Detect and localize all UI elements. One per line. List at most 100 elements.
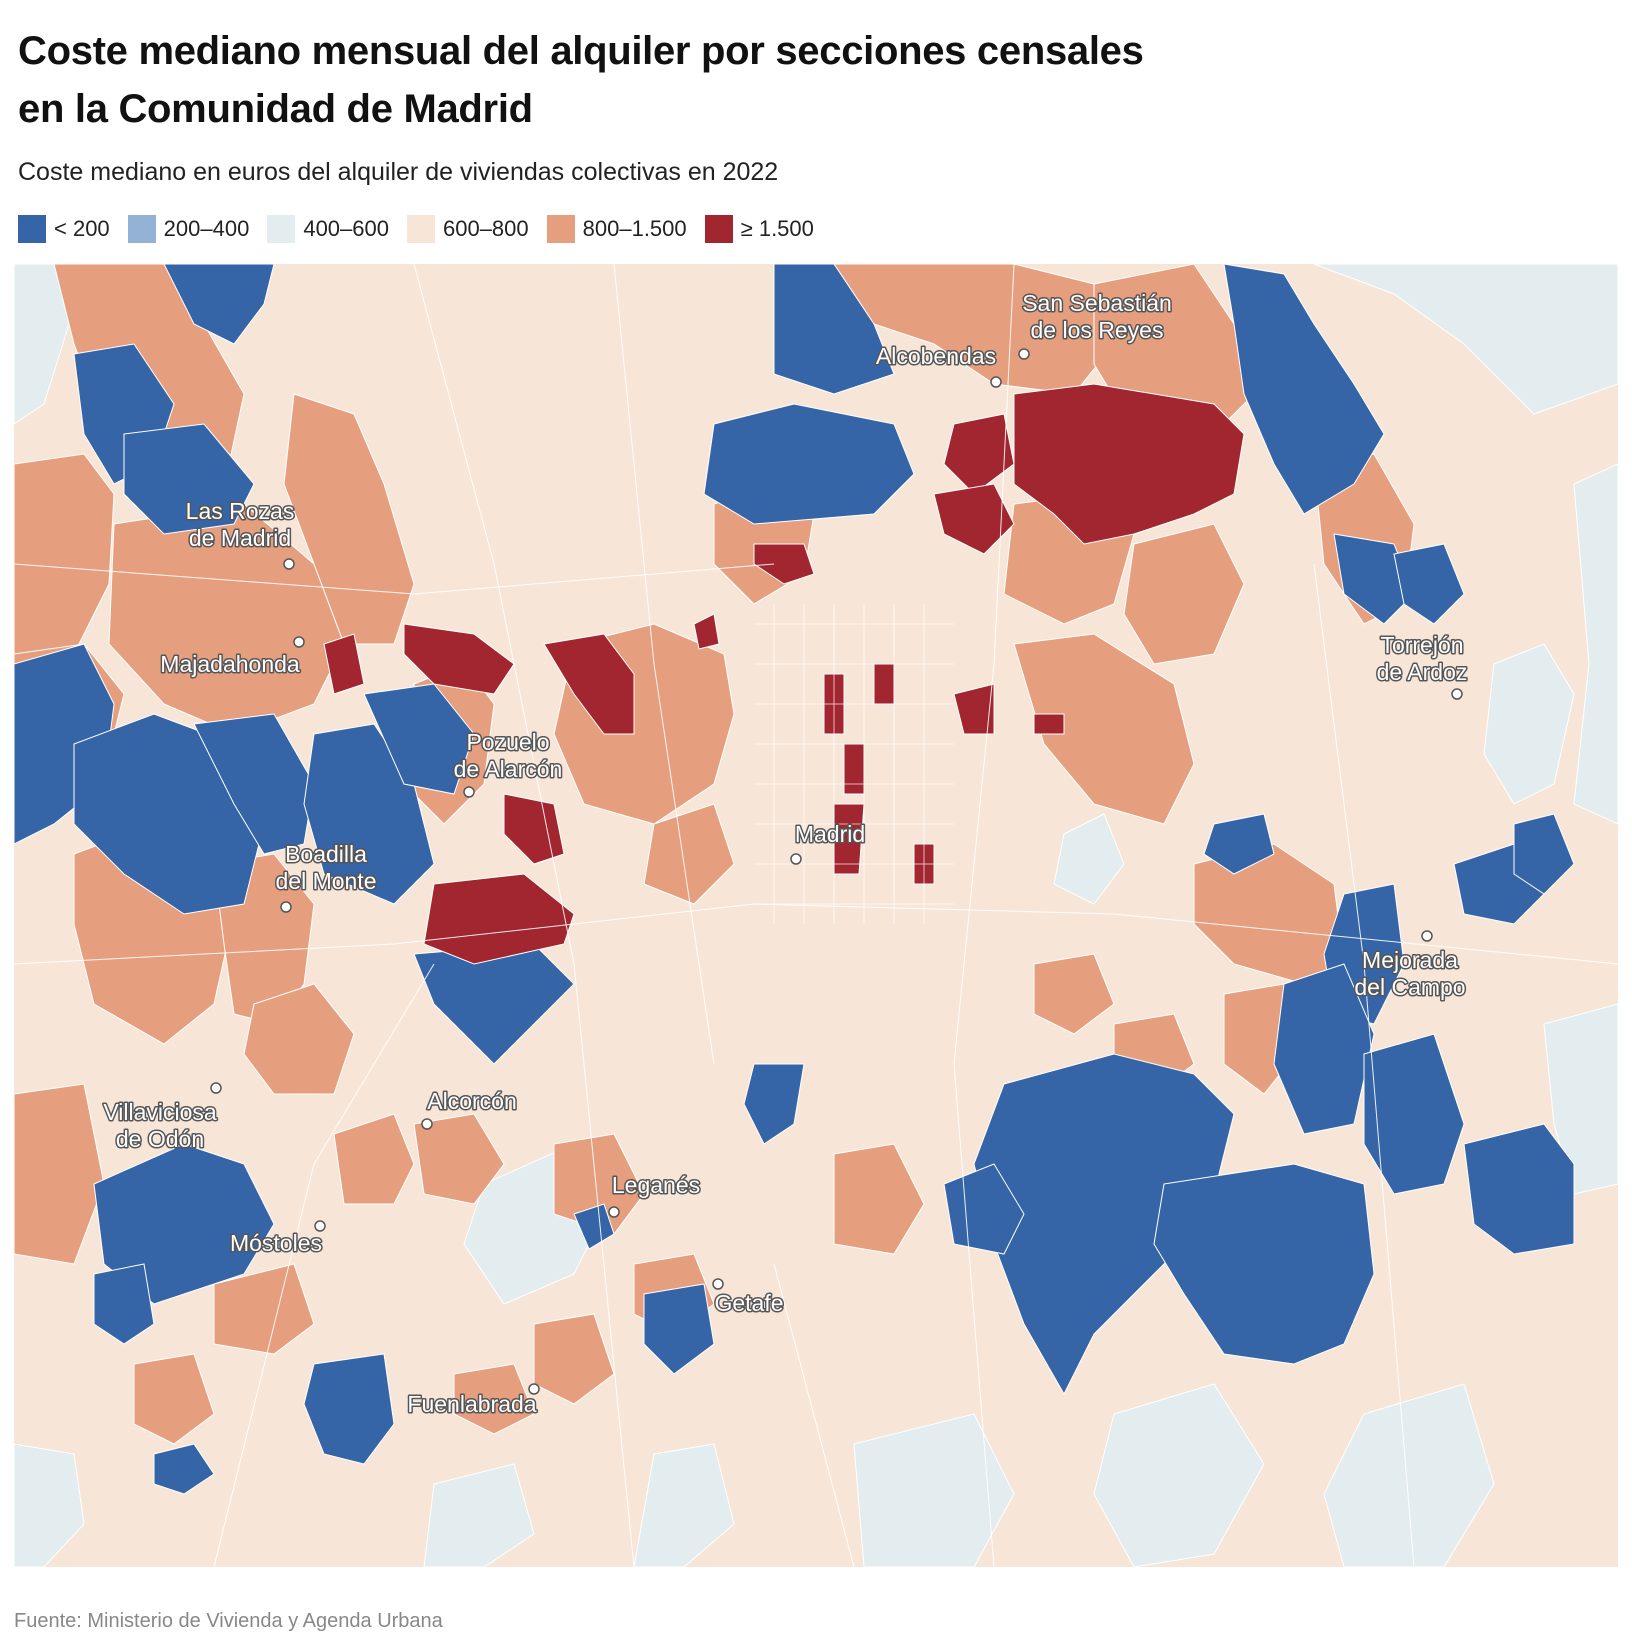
zone	[873, 663, 895, 705]
zone	[1203, 813, 1275, 875]
zone	[413, 1113, 505, 1205]
city-marker-madrid	[790, 853, 802, 865]
zone	[743, 1063, 805, 1145]
zone	[1093, 1383, 1265, 1567]
city-label-torrejon-de-ardoz: de Ardoz	[1377, 659, 1468, 685]
legend-label: 600–800	[442, 216, 529, 241]
boundary	[1313, 563, 1415, 1567]
zone	[133, 1353, 215, 1445]
zone	[543, 633, 635, 735]
madrid-grid	[754, 604, 954, 924]
zone	[1123, 523, 1245, 665]
zone	[163, 264, 275, 345]
zone	[303, 1353, 395, 1465]
zone	[853, 1413, 1015, 1567]
zone	[953, 683, 995, 735]
zone	[633, 1443, 735, 1567]
city-marker-getafe	[712, 1278, 724, 1290]
legend-label: ≥ 1.500	[740, 216, 814, 241]
zone	[943, 413, 1015, 495]
zone	[773, 264, 895, 395]
zone	[1573, 463, 1618, 825]
boundary	[213, 963, 435, 1567]
zone	[333, 1113, 415, 1205]
zone	[1313, 264, 1618, 415]
legend-label: 800–1.500	[582, 216, 687, 241]
city-marker-alcobendas	[990, 376, 1002, 388]
zone	[323, 633, 365, 695]
choropleth-map[interactable]: San Sebastián de los Reyes Alcobendas Las R…	[14, 264, 1618, 1567]
legend-item-lt200: < 200	[18, 215, 110, 243]
zone	[1323, 1383, 1495, 1567]
city-marker-leganes	[608, 1206, 620, 1218]
zone	[1273, 963, 1375, 1135]
boundary	[953, 264, 1015, 1567]
zone	[153, 1443, 215, 1495]
source-note: Fuente: Ministerio de Vivienda y Agenda …	[14, 1610, 443, 1632]
boundary	[773, 1263, 855, 1567]
city-marker-boadilla-del-monte	[280, 901, 292, 913]
city-label-majadahonda: Majadahonda	[160, 651, 300, 677]
city-label-boadilla-del-monte: Boadilla	[285, 841, 367, 867]
city-marker-majadahonda	[293, 636, 305, 648]
city-label-pozuelo-de-alarcon: de Alarcón	[454, 756, 563, 782]
zone	[193, 713, 315, 855]
legend-item-200-400: 200–400	[127, 215, 249, 243]
legend: < 200 200–400 400–600 600–800 800–1.500 …	[18, 215, 832, 243]
city-label-madrid: Madrid	[795, 821, 865, 847]
zone	[1053, 813, 1125, 905]
city-label-mejorada-del-campo: del Campo	[1354, 974, 1465, 1000]
city-label-pozuelo-de-alarcon: Pozuelo	[466, 729, 549, 755]
zone	[643, 1283, 715, 1375]
city-label-villaviciosa-de-odon: de Odón	[116, 1126, 204, 1152]
zone	[243, 983, 355, 1095]
city-label-fuenlabrada: Fuenlabrada	[407, 1391, 536, 1417]
chart-title: Coste mediano mensual del alquiler por s…	[18, 22, 1518, 138]
zone	[14, 264, 70, 425]
city-marker-torrejon-de-ardoz	[1451, 688, 1463, 700]
city-label-leganes: Leganés	[612, 1172, 700, 1198]
city-label-torrejon-de-ardoz: Torrejón	[1380, 632, 1463, 658]
legend-swatch	[546, 215, 575, 243]
title-line-2: en la Comunidad de Madrid	[18, 87, 533, 131]
zone	[123, 423, 255, 535]
zone	[1013, 383, 1245, 545]
city-label-getafe: Getafe	[714, 1290, 783, 1316]
city-label-mostoles: Móstoles	[230, 1230, 322, 1256]
legend-swatch	[18, 215, 46, 243]
city-label-san-sebastian-de-los-reyes: San Sebastián	[1022, 290, 1172, 316]
zone	[1483, 643, 1575, 805]
zone	[1363, 1033, 1465, 1195]
city-label-boadilla-del-monte: del Monte	[275, 868, 376, 894]
city-marker-las-rozas-de-madrid	[283, 558, 295, 570]
zone	[14, 1443, 85, 1567]
zone	[423, 873, 575, 965]
city-marker-san-sebastian-de-los-reyes	[1018, 348, 1030, 360]
zones-gte1500	[323, 383, 1245, 965]
legend-item-800-1500: 800–1.500	[546, 215, 687, 243]
zone	[843, 743, 865, 795]
boundary	[413, 264, 635, 1567]
zone	[1033, 953, 1115, 1035]
legend-swatch	[704, 215, 733, 243]
zone	[503, 793, 565, 865]
zone	[453, 1363, 535, 1435]
zone	[1513, 813, 1575, 895]
zone	[1013, 633, 1195, 825]
zone	[1153, 1163, 1375, 1365]
city-label-mejorada-del-campo: Mejorada	[1362, 947, 1458, 973]
city-label-alcorcon: Alcorcón	[427, 1088, 516, 1114]
city-label-alcobendas: Alcobendas	[876, 343, 996, 369]
zone	[753, 543, 815, 585]
section-boundaries	[14, 264, 1618, 1567]
zone	[14, 1083, 105, 1265]
legend-swatch	[267, 215, 296, 243]
zone	[213, 1263, 315, 1355]
zones-400-600	[14, 264, 1618, 1567]
zone	[403, 623, 515, 695]
legend-swatch	[127, 215, 156, 243]
legend-label: < 200	[54, 216, 110, 241]
legend-swatch	[406, 215, 435, 243]
legend-item-600-800: 600–800	[406, 215, 529, 243]
